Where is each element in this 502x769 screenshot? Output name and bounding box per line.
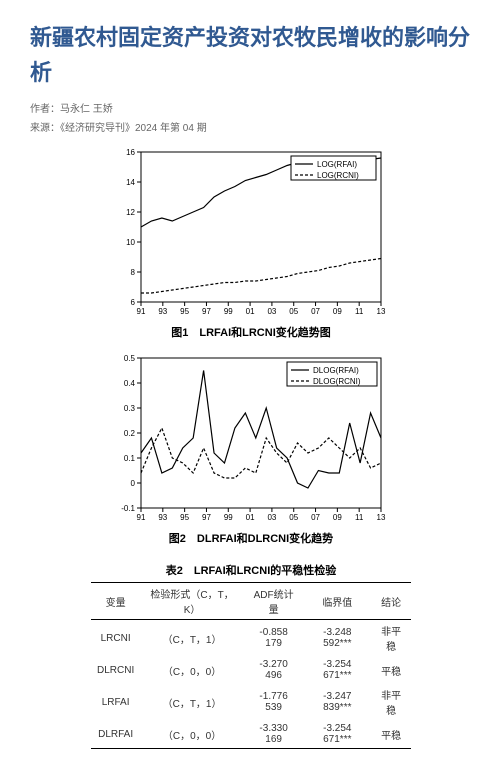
svg-text:05: 05 (289, 307, 298, 316)
source-line: 来源：《经济研究导刊》2024 年第 04 期 (30, 119, 472, 134)
svg-text:91: 91 (137, 513, 146, 522)
table-cell: -0.858 179 (244, 620, 304, 657)
table-row: DLRCNI（C，0，0）-3.270 496-3.254 671***平稳 (91, 656, 411, 684)
page-title: 新疆农村固定资产投资对农牧民增收的影响分析 (30, 20, 472, 90)
table-header: 变量 (91, 583, 140, 620)
table-cell: 非平稳 (371, 684, 411, 720)
svg-text:91: 91 (137, 307, 146, 316)
table-cell: 平稳 (371, 720, 411, 749)
svg-text:0.2: 0.2 (124, 429, 136, 438)
svg-text:95: 95 (180, 307, 189, 316)
table-row: DLRFAI（C，0，0）-3.330 169-3.254 671***平稳 (91, 720, 411, 749)
svg-text:05: 05 (289, 513, 298, 522)
svg-text:14: 14 (126, 178, 135, 187)
table-cell: （C，T，1） (140, 620, 244, 657)
svg-text:0.3: 0.3 (124, 404, 136, 413)
svg-text:11: 11 (355, 513, 364, 522)
svg-text:07: 07 (311, 307, 320, 316)
table-cell: （C，T，1） (140, 684, 244, 720)
table-cell: 非平稳 (371, 620, 411, 657)
table-cell: LRCNI (91, 620, 140, 657)
svg-text:6: 6 (131, 298, 136, 307)
table-header: 结论 (371, 583, 411, 620)
svg-text:12: 12 (126, 208, 135, 217)
svg-text:10: 10 (126, 238, 135, 247)
table-header: 检验形式（C，T，K） (140, 583, 244, 620)
chart1-caption: 图1 LRFAI和LRCNI变化趋势图 (111, 324, 391, 340)
svg-text:11: 11 (355, 307, 364, 316)
table-cell: -3.270 496 (244, 656, 304, 684)
figures-block: 6 8 10 12 14 16 91 93 95 97 99 01 03 05 07 09 11 13 LOG(RF… (30, 142, 472, 554)
svg-text:07: 07 (311, 513, 320, 522)
svg-text:97: 97 (202, 307, 211, 316)
svg-text:09: 09 (333, 307, 342, 316)
svg-text:13: 13 (377, 307, 386, 316)
svg-text:16: 16 (126, 148, 135, 157)
svg-text:97: 97 (202, 513, 211, 522)
svg-text:0: 0 (131, 479, 136, 488)
svg-text:LOG(RFAI): LOG(RFAI) (317, 160, 357, 169)
table-cell: -3.248 592*** (303, 620, 371, 657)
table-cell: DLRCNI (91, 656, 140, 684)
svg-text:93: 93 (158, 307, 167, 316)
table-cell: -1.776 539 (244, 684, 304, 720)
svg-text:03: 03 (267, 307, 276, 316)
svg-text:99: 99 (224, 513, 233, 522)
table-cell: -3.330 169 (244, 720, 304, 749)
svg-text:DLOG(RCNI): DLOG(RCNI) (313, 377, 361, 386)
table-header: 临界值 (303, 583, 371, 620)
svg-text:99: 99 (224, 307, 233, 316)
table-cell: DLRFAI (91, 720, 140, 749)
svg-text:13: 13 (377, 513, 386, 522)
svg-text:0.4: 0.4 (124, 379, 136, 388)
table-cell: （C，0，0） (140, 720, 244, 749)
stationarity-table: 变量检验形式（C，T，K）ADF统计量临界值结论 LRCNI（C，T，1）-0.… (91, 582, 411, 749)
table-cell: -3.247 839*** (303, 684, 371, 720)
author-line: 作者：马永仁 王娇 (30, 100, 472, 115)
table-cell: -3.254 671*** (303, 656, 371, 684)
table-cell: （C，0，0） (140, 656, 244, 684)
table-cell: 平稳 (371, 656, 411, 684)
svg-text:0.1: 0.1 (124, 454, 136, 463)
table-caption: 表2 LRFAI和LRCNI的平稳性检验 (30, 562, 472, 578)
svg-text:DLOG(RFAI): DLOG(RFAI) (313, 366, 359, 375)
svg-text:01: 01 (246, 513, 255, 522)
svg-text:01: 01 (246, 307, 255, 316)
svg-text:03: 03 (267, 513, 276, 522)
table-cell: -3.254 671*** (303, 720, 371, 749)
chart2-caption: 图2 DLRFAI和DLRCNI变化趋势 (111, 530, 391, 546)
svg-text:-0.1: -0.1 (121, 504, 135, 513)
chart2-svg: -0.1 0 0.1 0.2 0.3 0.4 0.5 91 93 95 97 99 01 03 05 07 09… (111, 348, 391, 528)
svg-text:95: 95 (180, 513, 189, 522)
svg-text:93: 93 (158, 513, 167, 522)
chart2-container: -0.1 0 0.1 0.2 0.3 0.4 0.5 91 93 95 97 99 01 03 05 07 09… (111, 348, 391, 554)
chart1-container: 6 8 10 12 14 16 91 93 95 97 99 01 03 05 07 09 11 13 LOG(RF… (111, 142, 391, 348)
svg-text:09: 09 (333, 513, 342, 522)
table-cell: LRFAI (91, 684, 140, 720)
table-row: LRCNI（C，T，1）-0.858 179-3.248 592***非平稳 (91, 620, 411, 657)
svg-text:0.5: 0.5 (124, 354, 136, 363)
table-row: LRFAI（C，T，1）-1.776 539-3.247 839***非平稳 (91, 684, 411, 720)
table-header: ADF统计量 (244, 583, 304, 620)
chart1-svg: 6 8 10 12 14 16 91 93 95 97 99 01 03 05 07 09 11 13 LOG(RF… (111, 142, 391, 322)
svg-text:LOG(RCNI): LOG(RCNI) (317, 171, 359, 180)
svg-text:8: 8 (131, 268, 136, 277)
